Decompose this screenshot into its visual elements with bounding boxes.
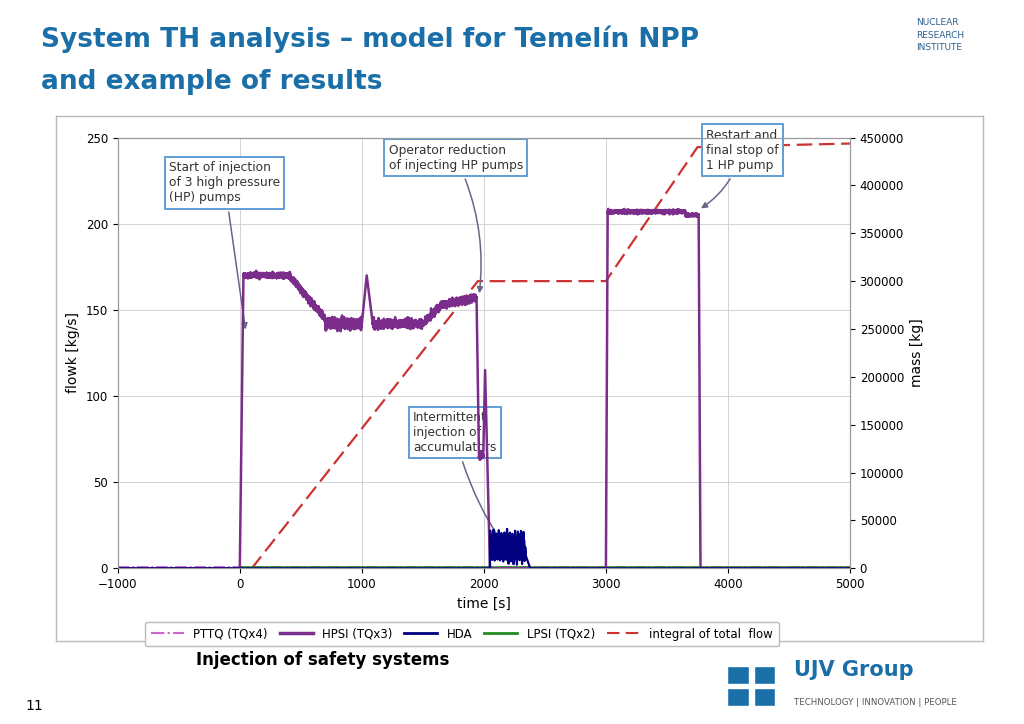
Y-axis label: mass [kg]: mass [kg] [909,319,924,387]
Text: Intermittent
injection of
accumulators: Intermittent injection of accumulators [413,411,502,542]
FancyBboxPatch shape [754,688,775,706]
Text: TECHNOLOGY | INNOVATION | PEOPLE: TECHNOLOGY | INNOVATION | PEOPLE [794,698,956,707]
Text: Restart and
final stop of
1 HP pump: Restart and final stop of 1 HP pump [702,129,778,208]
Text: 11: 11 [26,699,43,712]
Text: UJV Group: UJV Group [794,660,913,680]
Text: and example of results: and example of results [41,69,382,95]
Text: NUCLEAR
RESEARCH
INSTITUTE: NUCLEAR RESEARCH INSTITUTE [916,18,965,52]
FancyBboxPatch shape [727,665,749,683]
Text: Start of injection
of 3 high pressure
(HP) pumps: Start of injection of 3 high pressure (H… [169,161,281,328]
FancyBboxPatch shape [727,688,749,706]
Text: Injection of safety systems: Injection of safety systems [196,652,450,669]
Text: System TH analysis – model for Temelín NPP: System TH analysis – model for Temelín N… [41,25,699,53]
Text: Operator reduction
of injecting HP pumps: Operator reduction of injecting HP pumps [389,143,523,292]
Y-axis label: flowk [kg/s]: flowk [kg/s] [67,313,80,393]
X-axis label: time [s]: time [s] [457,597,511,610]
Legend: PTTQ (TQx4), HPSI (TQx3), HDA, LPSI (TQx2), integral of total  flow: PTTQ (TQx4), HPSI (TQx3), HDA, LPSI (TQx… [144,622,779,647]
FancyBboxPatch shape [754,665,775,683]
